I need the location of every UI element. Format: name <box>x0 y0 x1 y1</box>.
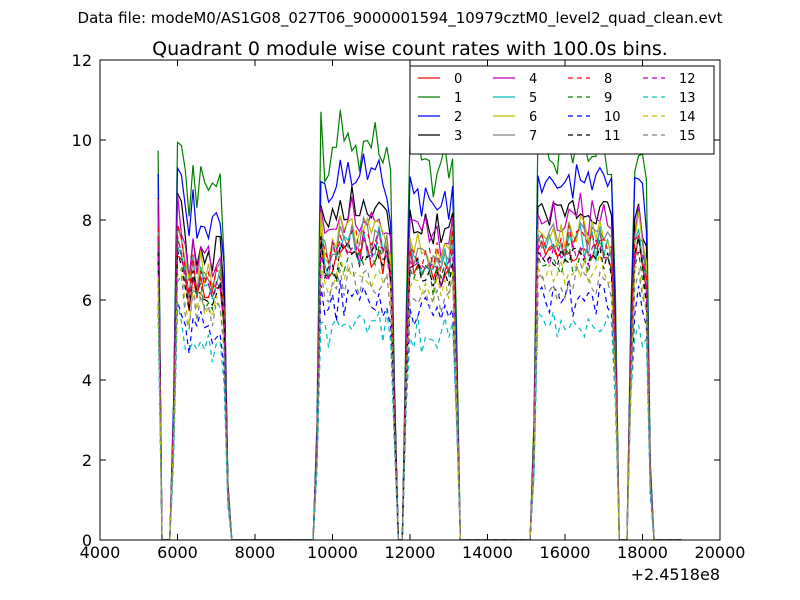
legend-label: 0 <box>454 72 462 87</box>
legend-label: 13 <box>679 91 696 106</box>
series-line-0 <box>157 231 682 540</box>
legend-item-4: 4 <box>493 72 537 87</box>
legend-label: 8 <box>604 72 612 87</box>
legend-label: 15 <box>679 129 696 144</box>
suptitle: Data file: modeM0/AS1G08_027T06_90000015… <box>78 9 723 28</box>
legend-label: 1 <box>454 91 462 106</box>
legend-item-1: 1 <box>418 91 462 106</box>
legend-label: 6 <box>529 110 537 125</box>
y-tick-label: 12 <box>72 51 92 70</box>
chart-title: Quadrant 0 module wise count rates with … <box>152 38 668 60</box>
x-tick-label: 16000 <box>540 543 591 562</box>
x-tick-label: 14000 <box>462 543 513 562</box>
x-offset-label: +2.4518e8 <box>631 565 720 584</box>
x-tick-label: 12000 <box>385 543 436 562</box>
legend-item-6: 6 <box>493 110 537 125</box>
legend-item-5: 5 <box>493 91 537 106</box>
series-line-14 <box>157 251 682 540</box>
x-tick-label: 10000 <box>307 543 358 562</box>
series-line-13 <box>157 303 682 540</box>
series-line-2 <box>157 153 682 540</box>
legend-label: 5 <box>529 91 537 106</box>
legend-item-12: 12 <box>643 72 696 87</box>
legend-frame <box>409 65 715 155</box>
y-tick-label: 4 <box>82 371 92 390</box>
legend-item-11: 11 <box>568 129 621 144</box>
legend-item-0: 0 <box>418 72 462 87</box>
series-line-11 <box>157 236 682 540</box>
legend-item-7: 7 <box>493 129 537 144</box>
legend-item-9: 9 <box>568 91 612 106</box>
y-tick-label: 6 <box>82 291 92 310</box>
x-tick-label: 18000 <box>617 543 668 562</box>
legend-item-8: 8 <box>568 72 612 87</box>
y-tick-label: 8 <box>82 211 92 230</box>
legend-item-2: 2 <box>418 110 462 125</box>
y-tick-label: 2 <box>82 451 92 470</box>
legend-item-14: 14 <box>643 110 696 125</box>
legend-item-13: 13 <box>643 91 696 106</box>
y-tick-label: 10 <box>72 131 92 150</box>
series-line-3 <box>157 185 682 540</box>
x-tick-label: 8000 <box>235 543 276 562</box>
series-line-8 <box>157 223 682 540</box>
legend-label: 12 <box>679 72 696 87</box>
legend-item-3: 3 <box>418 129 462 144</box>
legend-label: 14 <box>679 110 696 125</box>
legend-item-15: 15 <box>643 129 696 144</box>
series-line-15 <box>157 261 682 540</box>
x-tick-label: 4000 <box>80 543 121 562</box>
legend-label: 10 <box>604 110 621 125</box>
legend-label: 11 <box>604 129 621 144</box>
ticks-layer: 4000 6000 8000 10000 12000 14000 16000 18000 200… <box>72 51 746 562</box>
series-line-7 <box>157 215 682 540</box>
legend-label: 7 <box>529 129 537 144</box>
y-tick-label: 0 <box>82 531 92 550</box>
legend-label: 2 <box>454 110 462 125</box>
x-tick-label: 6000 <box>157 543 198 562</box>
series-line-4 <box>157 192 682 540</box>
legend-label: 4 <box>529 72 537 87</box>
x-tick-label: 20000 <box>695 543 746 562</box>
legend-label: 9 <box>604 91 612 106</box>
series-layer <box>157 109 682 540</box>
legend-label: 3 <box>454 129 462 144</box>
legend-item-10: 10 <box>568 110 621 125</box>
